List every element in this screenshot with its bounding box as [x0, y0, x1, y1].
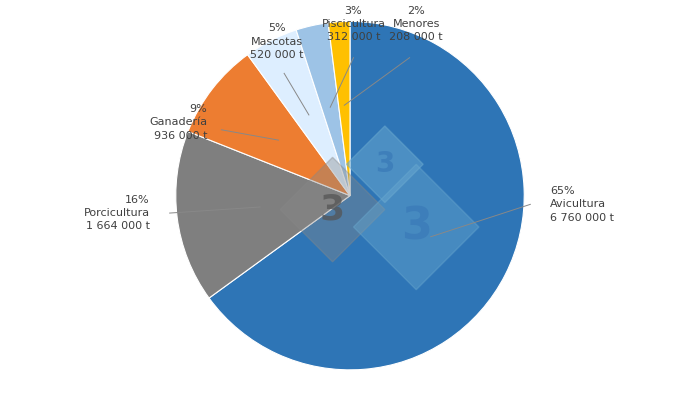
Wedge shape — [328, 22, 350, 196]
Text: 3%
Piscicultura
312 000 t: 3% Piscicultura 312 000 t — [321, 6, 386, 42]
Text: 16%
Porcicultura
1 664 000 t: 16% Porcicultura 1 664 000 t — [83, 195, 150, 231]
Text: 3: 3 — [375, 150, 395, 178]
Text: 2%
Menores
208 000 t: 2% Menores 208 000 t — [389, 6, 443, 42]
Wedge shape — [248, 30, 350, 196]
Wedge shape — [176, 132, 350, 298]
Polygon shape — [354, 164, 479, 290]
Wedge shape — [209, 22, 524, 370]
Text: 3: 3 — [320, 192, 345, 226]
Text: 3: 3 — [401, 206, 432, 248]
Wedge shape — [296, 23, 350, 196]
Text: 9%
Ganadería
936 000 t: 9% Ganadería 936 000 t — [149, 104, 207, 141]
Text: 65%
Avicultura
6 760 000 t: 65% Avicultura 6 760 000 t — [550, 186, 615, 222]
Wedge shape — [188, 55, 350, 196]
Text: 5%
Mascotas
520 000 t: 5% Mascotas 520 000 t — [250, 23, 304, 60]
Polygon shape — [280, 157, 385, 262]
Polygon shape — [346, 126, 424, 203]
